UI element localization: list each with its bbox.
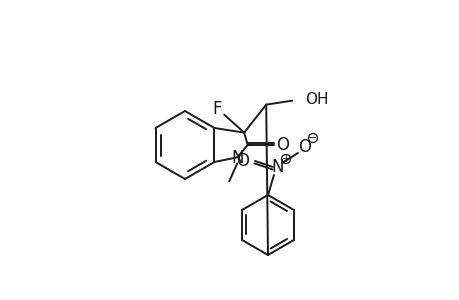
Text: OH: OH xyxy=(304,92,328,107)
Text: O: O xyxy=(236,152,249,170)
Text: O: O xyxy=(275,136,289,154)
Text: +: + xyxy=(281,154,290,164)
Text: N: N xyxy=(230,149,243,167)
Text: −: − xyxy=(308,133,317,143)
Text: O: O xyxy=(298,138,311,156)
Text: F: F xyxy=(212,100,221,118)
Text: N: N xyxy=(271,158,284,176)
